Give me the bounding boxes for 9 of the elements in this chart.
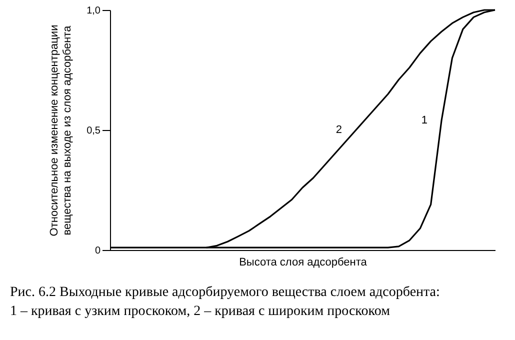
y-tick-label: 0	[94, 246, 101, 256]
series-label: 2	[336, 124, 342, 136]
text: 1 – кривая с узким проскоком, 2 – кривая с широким проскоком	[10, 304, 390, 319]
y-tick-label: 1,0	[86, 6, 101, 16]
y-tick-label: 0,5	[86, 126, 101, 136]
x-axis-title: Высота слоя адсорбента	[239, 256, 368, 268]
y-axis-title: Относительное изменение концентрации вещества на выходе из слоя адсорбента	[48, 24, 74, 236]
text: Рис. 6.2 Выходные кривые адсорбируемого вещества слоем адсорбента:	[10, 285, 440, 300]
series-label: 1	[421, 114, 428, 126]
